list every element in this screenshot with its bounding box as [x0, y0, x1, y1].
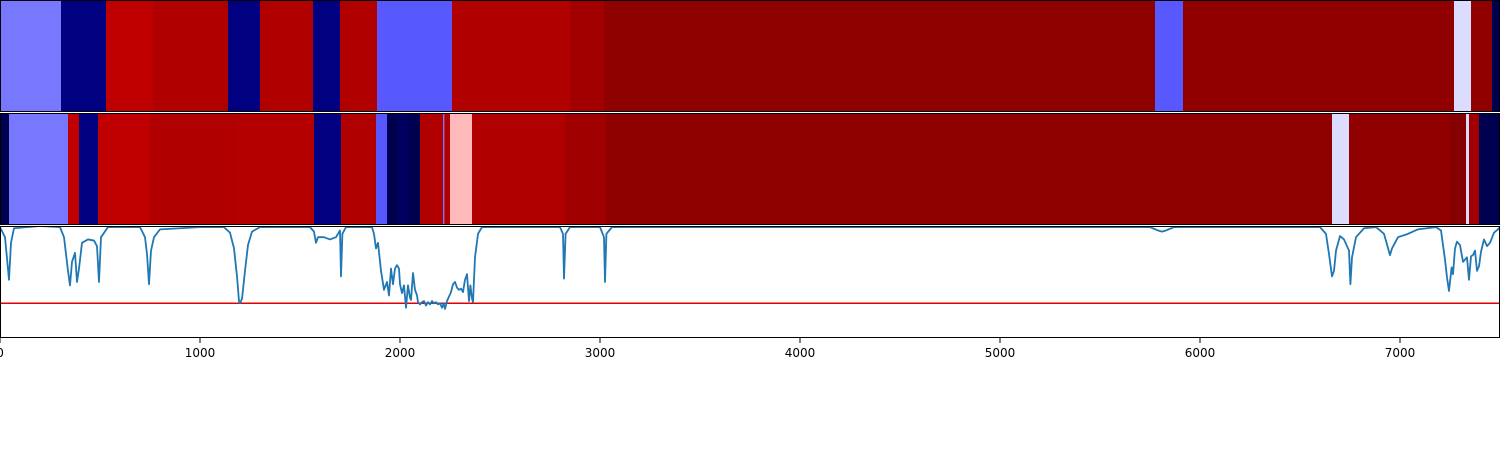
heatmap-segment [604, 0, 1156, 112]
x-tick-label: 0 [0, 346, 4, 360]
heatmap-segment [1454, 0, 1472, 112]
heatmap-segment [1469, 113, 1480, 225]
x-axis: 0 1000 2000 3000 4000 5000 6000 7000 [0, 338, 1415, 360]
heatmap-segment [0, 0, 62, 112]
heatmap-segment [9, 113, 69, 225]
heatmap-segment [398, 113, 409, 225]
heatmap-segment [450, 113, 473, 225]
line-panel [0, 226, 1500, 310]
heatmap-segment [260, 0, 314, 112]
heatmap-segment [1492, 0, 1500, 112]
heatmap-segment [1450, 113, 1467, 225]
heatmap-segment [79, 113, 99, 225]
heatmap-track-middle [0, 113, 1500, 225]
heatmap-segment [153, 0, 229, 112]
heatmap-segment [150, 113, 237, 225]
heatmap-segment [1332, 113, 1350, 225]
heatmap-segment [377, 0, 453, 112]
heatmap-segment [1479, 113, 1500, 225]
x-tick-label: 4000 [785, 346, 816, 360]
heatmap-segment [340, 0, 378, 112]
x-tick-label: 7000 [1385, 346, 1416, 360]
panel-frame [0, 226, 1500, 338]
heatmap-segment [1349, 113, 1451, 225]
heatmap-segment [98, 113, 151, 225]
x-tick-label: 3000 [585, 346, 616, 360]
heatmap-segment [106, 0, 154, 112]
heatmap-segment [443, 113, 445, 225]
heatmap-segment [408, 113, 421, 225]
heatmap-segment [228, 0, 261, 112]
heatmap-segment [1183, 0, 1455, 112]
x-tick-label: 5000 [985, 346, 1016, 360]
x-tick-label: 6000 [1185, 346, 1216, 360]
heatmap-track-top [0, 0, 1500, 112]
heatmap-segment [420, 113, 444, 225]
series-line [0, 226, 1500, 310]
heatmap-segment [1471, 0, 1493, 112]
heatmap-segment [236, 113, 315, 225]
heatmap-segment [565, 113, 607, 225]
heatmap-segment [68, 113, 80, 225]
heatmap-segment [444, 113, 451, 225]
heatmap-segment [61, 0, 107, 112]
heatmap-segment [1155, 0, 1184, 112]
heatmap-segment [313, 0, 341, 112]
heatmap-segment [314, 113, 342, 225]
heatmap-segment [341, 113, 377, 225]
heatmap-segment [376, 113, 388, 225]
heatmap-segment [1466, 113, 1470, 225]
heatmap-segment [387, 113, 399, 225]
x-tick-label: 1000 [185, 346, 216, 360]
heatmap-segment [0, 113, 10, 225]
heatmap-segment [570, 0, 605, 112]
x-tick-label: 2000 [385, 346, 416, 360]
heatmap-segment [452, 0, 571, 112]
heatmap-segment [606, 113, 1333, 225]
heatmap-segment [472, 113, 566, 225]
